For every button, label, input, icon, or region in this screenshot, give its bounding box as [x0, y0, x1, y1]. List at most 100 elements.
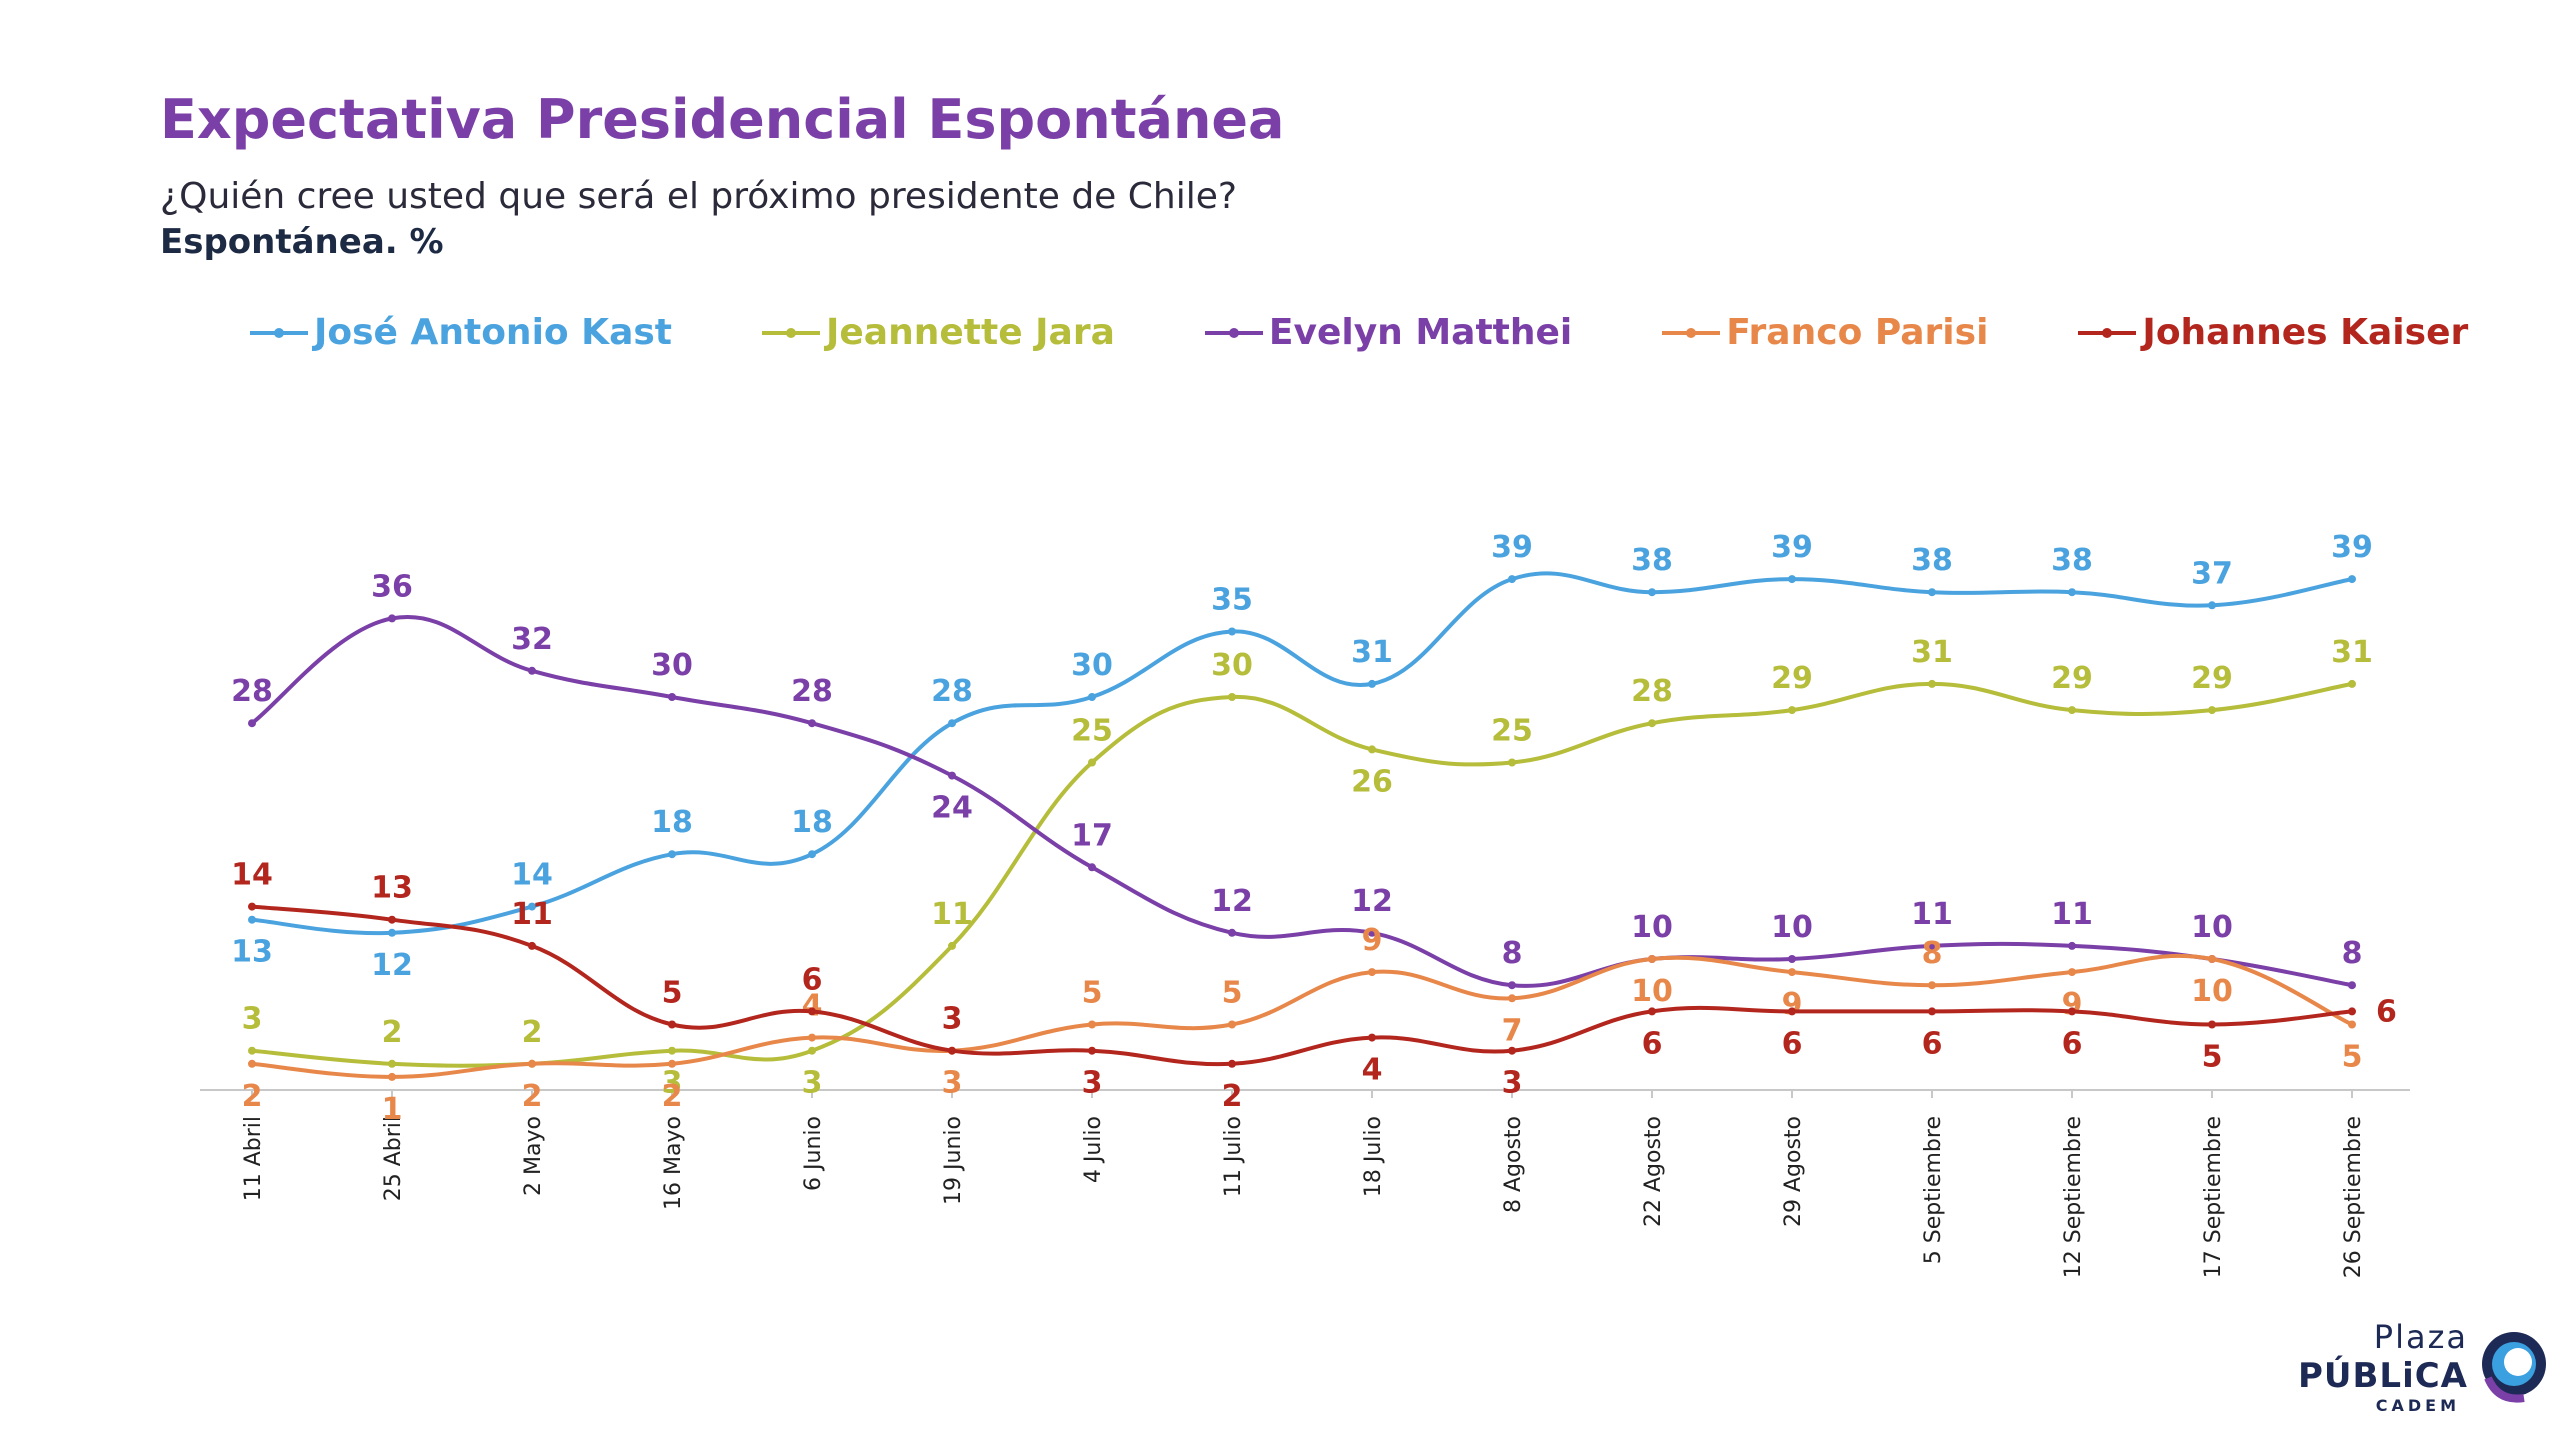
- legend-label: Evelyn Matthei: [1268, 312, 1573, 353]
- data-point: [1088, 758, 1096, 767]
- data-point: [388, 614, 396, 623]
- data-label: 39: [1771, 530, 1813, 565]
- data-point: [808, 1046, 816, 1055]
- legend-swatch: [2078, 327, 2137, 338]
- data-label: 3: [942, 1002, 963, 1037]
- data-point: [2208, 706, 2216, 715]
- data-point: [1508, 981, 1516, 990]
- data-point: [1368, 745, 1376, 754]
- data-point: [388, 1059, 396, 1068]
- data-label: 10: [1771, 910, 1813, 945]
- data-point: [1928, 588, 1936, 597]
- data-point: [248, 1046, 256, 1055]
- chart-legend: José Antonio Kast Jeannette Jara Evelyn Ma…: [250, 312, 2558, 353]
- data-label: 10: [2191, 910, 2233, 945]
- data-point: [388, 1072, 396, 1081]
- data-label: 8: [1922, 936, 1943, 971]
- data-point: [1788, 955, 1796, 963]
- legend-item-2: Evelyn Matthei: [1204, 312, 1573, 353]
- x-tick-label: 22 Agosto: [1641, 1116, 1666, 1227]
- data-point: [2348, 679, 2356, 688]
- data-point: [1088, 693, 1096, 701]
- data-point: [388, 915, 396, 924]
- data-point: [528, 902, 536, 911]
- legend-item-3: Franco Parisi: [1662, 312, 1988, 353]
- data-point: [2348, 1020, 2356, 1029]
- data-label: 13: [371, 871, 413, 906]
- data-label: 3: [802, 1066, 823, 1101]
- data-label: 5: [1082, 976, 1103, 1011]
- data-label: 10: [1631, 910, 1673, 945]
- data-point: [1368, 1033, 1376, 1042]
- data-point: [948, 719, 956, 728]
- data-point: [1228, 693, 1236, 701]
- data-label: 9: [1362, 923, 1383, 958]
- legend-swatch: [1204, 327, 1263, 338]
- data-label: 6: [2062, 1026, 2083, 1061]
- data-label: 31: [2331, 635, 2373, 670]
- x-tick-label: 25 Abril: [381, 1116, 406, 1201]
- data-point: [528, 1059, 536, 1068]
- chart-title: Expectativa Presidencial Espontánea: [160, 88, 1285, 151]
- data-label: 25: [1491, 714, 1533, 749]
- data-point: [1508, 758, 1516, 767]
- x-tick-label: 2 Mayo: [521, 1116, 546, 1196]
- data-label: 3: [662, 1066, 683, 1101]
- legend-label: Jeannette Jara: [826, 312, 1115, 353]
- data-label: 1: [382, 1092, 403, 1127]
- data-label: 12: [371, 948, 413, 983]
- data-label: 3: [242, 1002, 263, 1037]
- legend-swatch: [250, 327, 308, 338]
- data-label: 28: [231, 674, 273, 709]
- x-tick-label: 19 Junio: [941, 1116, 966, 1205]
- data-label: 12: [1351, 884, 1393, 919]
- logo-mark-icon: [2482, 1332, 2546, 1403]
- data-label: 29: [1771, 661, 1813, 696]
- data-point: [668, 1020, 676, 1029]
- data-label: 6: [1782, 1026, 1803, 1061]
- data-label: 4: [1362, 1053, 1383, 1088]
- legend-label: José Antonio Kast: [314, 312, 672, 353]
- data-point: [808, 719, 816, 728]
- data-point: [2068, 1007, 2076, 1016]
- x-tick-label: 17 Septiembre: [2201, 1116, 2226, 1278]
- data-label: 3: [1502, 1066, 1523, 1101]
- data-label: 9: [1782, 987, 1803, 1022]
- data-label: 11: [1911, 897, 1953, 932]
- plaza-publica-cadem-logo: Plaza PÚBLiCA CADEM: [2298, 1318, 2550, 1428]
- data-label: 9: [2062, 987, 2083, 1022]
- data-label: 30: [1071, 648, 1113, 683]
- data-point: [2208, 1020, 2216, 1029]
- data-label: 11: [2051, 897, 2093, 932]
- data-label: 10: [2191, 974, 2233, 1009]
- series-line-0: [251, 571, 2353, 936]
- x-tick-label: 5 Septiembre: [1921, 1116, 1946, 1264]
- series-line-2: [250, 615, 2353, 988]
- data-label: 2: [382, 1015, 403, 1050]
- data-point: [1228, 928, 1236, 937]
- data-point: [1508, 994, 1516, 1003]
- data-label: 17: [1071, 818, 1113, 853]
- x-tick-label: 18 Julio: [1361, 1116, 1386, 1197]
- data-label: 28: [1631, 674, 1673, 709]
- data-label: 35: [1211, 583, 1253, 618]
- data-label: 14: [231, 858, 273, 893]
- data-point: [1648, 719, 1656, 728]
- data-point: [388, 928, 396, 937]
- data-label: 25: [1071, 714, 1113, 749]
- data-point: [1928, 679, 1936, 688]
- data-point: [948, 1046, 956, 1055]
- x-tick-label: 8 Agosto: [1501, 1116, 1526, 1213]
- legend-label: Franco Parisi: [1726, 312, 1989, 353]
- data-point: [668, 1046, 676, 1055]
- chart-unit-label: Espontánea. %: [160, 222, 444, 262]
- data-point: [1788, 575, 1796, 584]
- logo-text-cadem: CADEM: [2375, 1396, 2460, 1415]
- data-label: 13: [231, 935, 273, 970]
- data-point: [1368, 968, 1376, 977]
- data-point: [2348, 575, 2356, 584]
- legend-item-1: Jeannette Jara: [762, 312, 1115, 353]
- data-label: 24: [931, 791, 973, 826]
- data-label: 14: [511, 858, 553, 893]
- data-label: 6: [1642, 1026, 1663, 1061]
